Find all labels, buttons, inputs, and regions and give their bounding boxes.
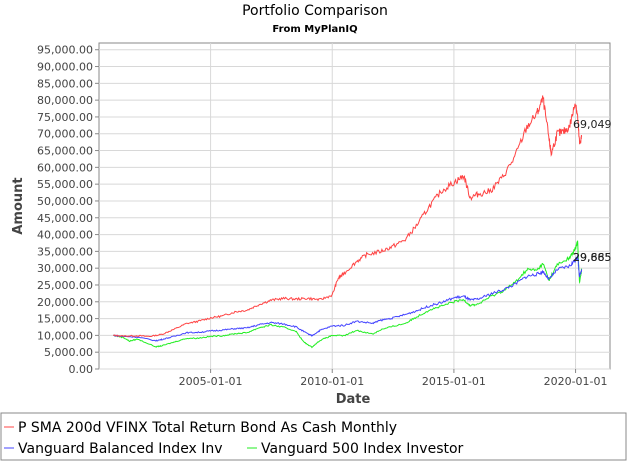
series-lines — [113, 95, 583, 349]
plot-area — [98, 42, 611, 370]
series-line-2 — [113, 240, 583, 349]
y-tick-label: 80,000.00 — [37, 94, 93, 107]
y-tick-label: 65,000.00 — [37, 145, 93, 158]
y-tick-label: 5,000.00 — [44, 346, 93, 359]
x-tick-label: 2010-01-01 — [300, 375, 364, 388]
y-tick-label: 70,000.00 — [37, 128, 93, 141]
x-tick-label: 2020-01-01 — [544, 375, 608, 388]
y-tick-label: 25,000.00 — [37, 279, 93, 292]
x-tick-label: 2015-01-01 — [422, 375, 486, 388]
legend-entry-label: Vanguard Balanced Index Inv — [18, 441, 223, 457]
x-tick-label: 2005-01-01 — [179, 375, 243, 388]
end-value-label: 29,885 — [573, 251, 612, 264]
grid-lines — [99, 43, 610, 370]
y-tick-label: 40,000.00 — [37, 229, 93, 242]
chart-title: Portfolio Comparison — [242, 3, 388, 19]
y-axis-ticks: 0.00 5,000.00 10,000.00 15,000.00 20,000.00 2… — [37, 44, 99, 376]
y-tick-label: 55,000.00 — [37, 178, 93, 191]
y-tick-label: 35,000.00 — [37, 245, 93, 258]
legend-entry-label: P SMA 200d VFINX Total Return Bond As Ca… — [18, 420, 397, 436]
y-tick-label: 20,000.00 — [37, 296, 93, 309]
series-line-0 — [113, 95, 583, 338]
x-axis-ticks: 2005-01-01 2010-01-01 2015-01-01 2020-01-01 — [179, 369, 608, 388]
legend-box — [0, 412, 627, 461]
y-tick-label: 10,000.00 — [37, 329, 93, 342]
y-tick-label: 85,000.00 — [37, 77, 93, 90]
y-tick-label: 95,000.00 — [37, 44, 93, 57]
y-tick-label: 0.00 — [69, 363, 94, 376]
series-line-1 — [113, 255, 583, 342]
y-tick-label: 45,000.00 — [37, 212, 93, 225]
y-tick-label: 90,000.00 — [37, 61, 93, 74]
chart-subtitle: From MyPlanIQ — [272, 24, 357, 35]
y-tick-label: 15,000.00 — [37, 313, 93, 326]
legend-entry-label: Vanguard 500 Index Investor — [261, 441, 464, 457]
y-tick-label: 50,000.00 — [37, 195, 93, 208]
end-value-label: 29,665 — [573, 251, 612, 264]
x-axis-label: Date — [336, 392, 371, 407]
y-tick-label: 75,000.00 — [37, 111, 93, 124]
y-tick-label: 60,000.00 — [37, 161, 93, 174]
y-tick-label: 30,000.00 — [37, 262, 93, 275]
end-value-label: 69,049 — [573, 118, 612, 131]
y-axis-label: Amount — [11, 177, 26, 234]
legend: P SMA 200d VFINX Total Return Bond As Ca… — [4, 420, 464, 457]
